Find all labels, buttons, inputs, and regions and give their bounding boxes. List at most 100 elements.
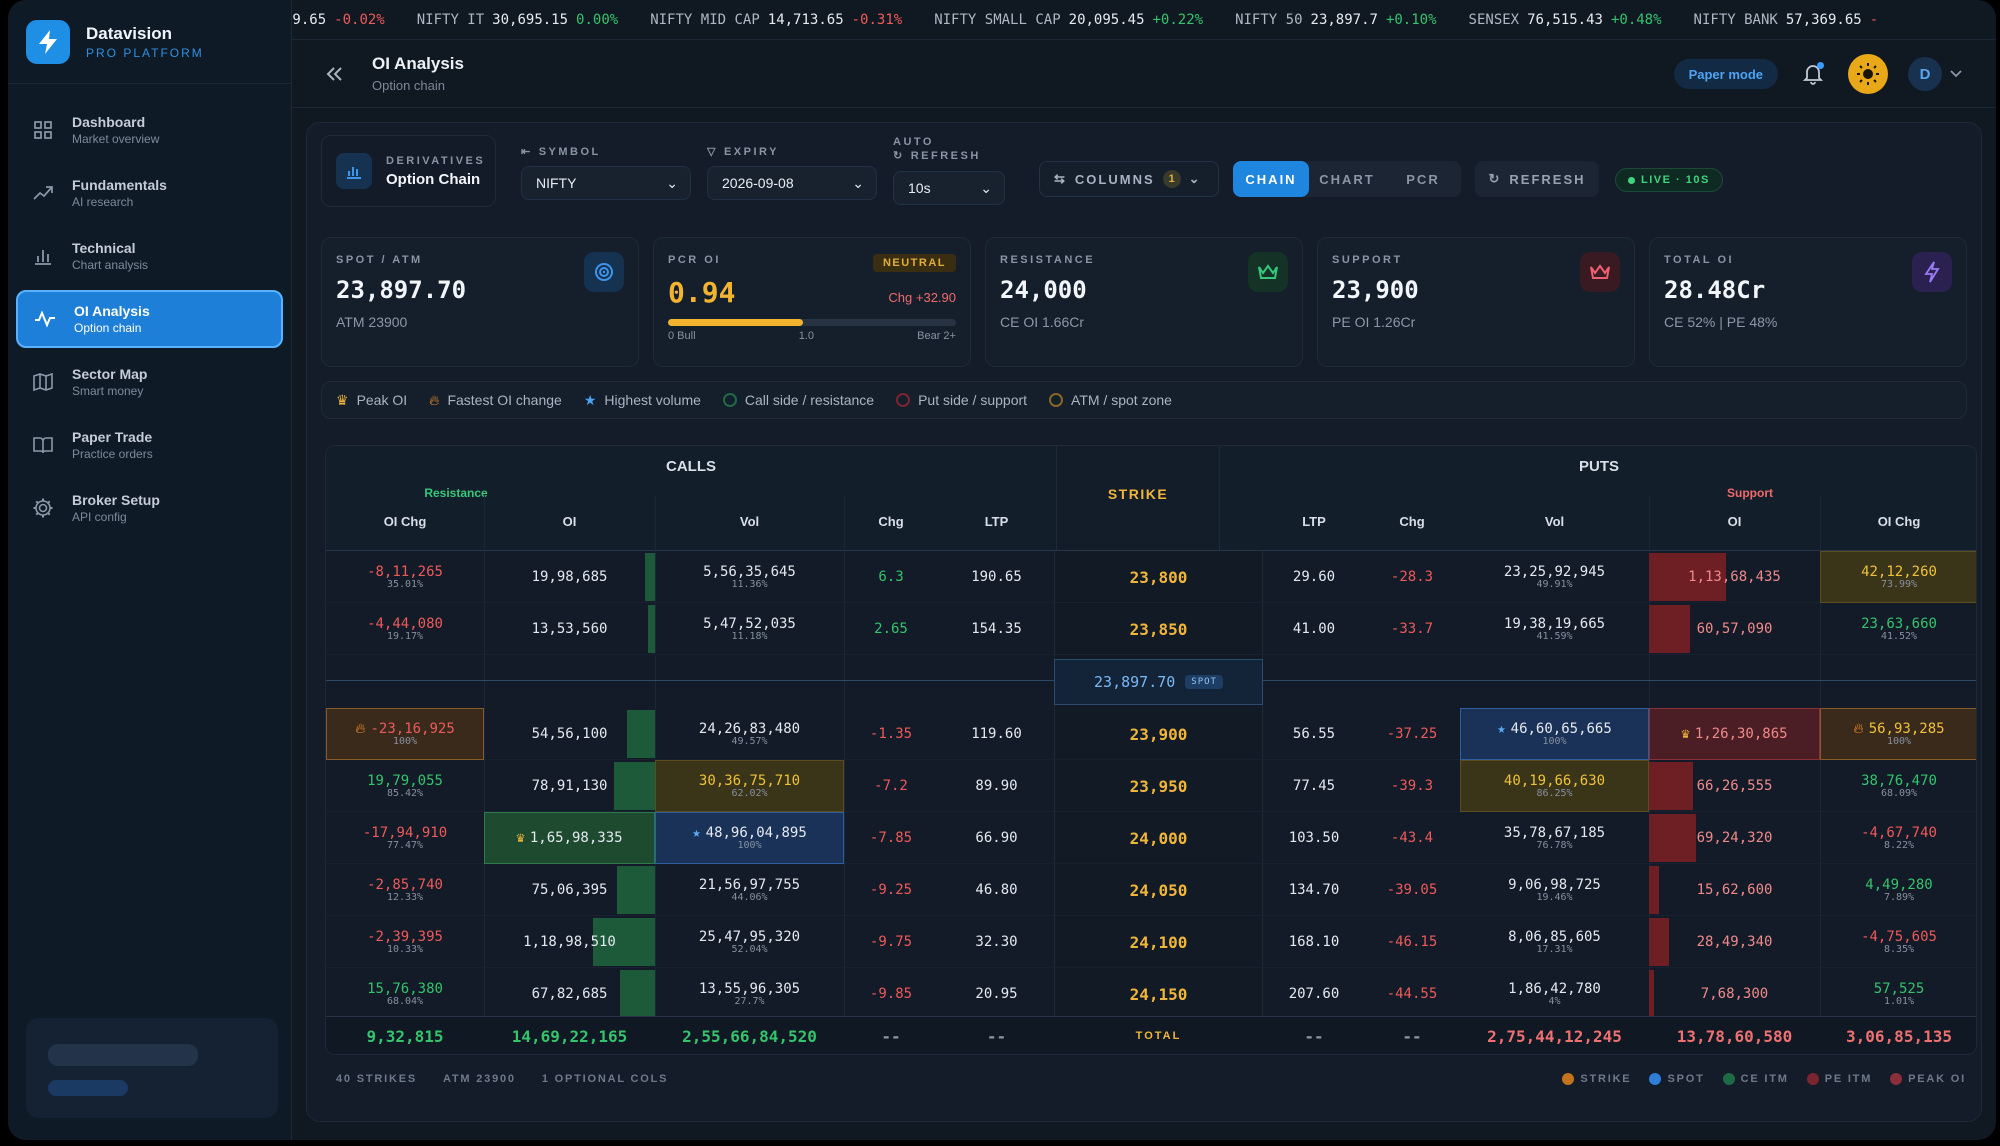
column-header[interactable]: Vol bbox=[739, 514, 760, 529]
pe-oi-cell[interactable]: 66,26,555 bbox=[1649, 760, 1820, 812]
ce-volume-cell[interactable]: 25,47,95,320 52.04% bbox=[655, 916, 844, 968]
symbol-select[interactable]: NIFTY ⌄ bbox=[521, 166, 691, 200]
brand[interactable]: Datavision PRO PLATFORM bbox=[8, 0, 291, 84]
columns-button[interactable]: ⇆ COLUMNS 1 ⌄ bbox=[1039, 161, 1219, 197]
column-header[interactable]: OI Chg bbox=[1877, 514, 1921, 529]
theme-toggle-button[interactable] bbox=[1848, 54, 1888, 94]
strike-cell[interactable]: 23,850 bbox=[1054, 603, 1263, 655]
pe-volume-cell[interactable]: 19,38,19,665 41.59% bbox=[1460, 603, 1649, 655]
ce-oi-cell[interactable]: 78,91,130 bbox=[484, 760, 655, 812]
column-header[interactable]: OI bbox=[1727, 514, 1742, 529]
pe-oi-cell[interactable]: 1,13,68,435 bbox=[1649, 551, 1820, 603]
sidebar-item-technical[interactable]: Technical Chart analysis bbox=[16, 227, 283, 285]
tab-pcr[interactable]: PCR bbox=[1406, 171, 1440, 187]
ce-oi-change-cell[interactable]: -4,44,080 19.17% bbox=[326, 603, 484, 655]
pe-ltp-cell[interactable]: 56.55 bbox=[1263, 708, 1365, 760]
ce-oi-cell[interactable]: 13,53,560 bbox=[484, 603, 655, 655]
ce-oi-change-cell[interactable]: 15,76,380 68.04% bbox=[326, 968, 484, 1020]
sidebar-item-sector-map[interactable]: Sector Map Smart money bbox=[16, 353, 283, 411]
pe-oi-cell[interactable]: 7,68,300 bbox=[1649, 968, 1820, 1020]
ce-volume-cell[interactable]: 21,56,97,755 44.06% bbox=[655, 864, 844, 916]
ce-change-cell[interactable]: -9.75 bbox=[844, 916, 938, 968]
ce-oi-change-cell[interactable]: -8,11,265 35.01% bbox=[326, 551, 484, 603]
pe-ltp-cell[interactable]: 29.60 bbox=[1263, 551, 1365, 603]
pe-ltp-cell[interactable]: 134.70 bbox=[1263, 864, 1365, 916]
pe-volume-cell[interactable]: 1,86,42,780 4% bbox=[1460, 968, 1649, 1020]
pe-ltp-cell[interactable]: 168.10 bbox=[1263, 916, 1365, 968]
ce-change-cell[interactable]: -7.2 bbox=[844, 760, 938, 812]
strike-cell[interactable]: 23,800 bbox=[1054, 551, 1263, 603]
pe-change-cell[interactable]: -28.3 bbox=[1365, 551, 1459, 603]
pe-change-cell[interactable]: -46.15 bbox=[1365, 916, 1459, 968]
pe-oi-cell[interactable]: 60,57,090 bbox=[1649, 603, 1820, 655]
strike-cell[interactable]: 24,150 bbox=[1054, 968, 1263, 1020]
sidebar-item-fundamentals[interactable]: Fundamentals AI research bbox=[16, 164, 283, 222]
pe-volume-cell[interactable]: 35,78,67,185 76.78% bbox=[1460, 812, 1649, 864]
column-header[interactable]: LTP bbox=[984, 514, 1009, 529]
pe-change-cell[interactable]: -39.3 bbox=[1365, 760, 1459, 812]
ce-oi-change-cell[interactable]: 🔥︎ -23,16,925 100% bbox=[326, 708, 484, 760]
tab-chain[interactable]: CHAIN bbox=[1233, 161, 1309, 197]
ce-oi-cell[interactable]: 54,56,100 bbox=[484, 708, 655, 760]
strike-cell[interactable]: 24,000 bbox=[1054, 812, 1263, 864]
pe-volume-cell[interactable]: ★ 46,60,65,665 100% bbox=[1460, 708, 1649, 760]
pe-oi-cell[interactable]: ♛ 1,26,30,865 bbox=[1649, 708, 1820, 760]
ce-ltp-cell[interactable]: 190.65 bbox=[939, 551, 1054, 603]
pe-ltp-cell[interactable]: 77.45 bbox=[1263, 760, 1365, 812]
user-card-blurred[interactable] bbox=[26, 1018, 278, 1118]
ticker-item[interactable]: NIFTY IT 30,695.15 0.00% bbox=[417, 12, 618, 28]
sidebar-item-broker-setup[interactable]: Broker Setup API config bbox=[16, 479, 283, 537]
ce-oi-cell[interactable]: 1,18,98,510 bbox=[484, 916, 655, 968]
ce-volume-cell[interactable]: 5,56,35,645 11.36% bbox=[655, 551, 844, 603]
ce-volume-cell[interactable]: 24,26,83,480 49.57% bbox=[655, 708, 844, 760]
ce-oi-change-cell[interactable]: -17,94,910 77.47% bbox=[326, 812, 484, 864]
ce-change-cell[interactable]: -9.85 bbox=[844, 968, 938, 1020]
ce-oi-change-cell[interactable]: -2,85,740 12.33% bbox=[326, 864, 484, 916]
ticker-item[interactable]: SENSEX 76,515.43 +0.48% bbox=[1469, 12, 1662, 28]
pe-oi-change-cell[interactable]: 4,49,280 7.89% bbox=[1820, 864, 1976, 916]
ticker-item[interactable]: NIFTY 50 23,897.7 +0.10% bbox=[1235, 12, 1436, 28]
pe-change-cell[interactable]: -33.7 bbox=[1365, 603, 1459, 655]
pe-ltp-cell[interactable]: 207.60 bbox=[1263, 968, 1365, 1020]
strike-cell[interactable]: 23,950 bbox=[1054, 760, 1263, 812]
pe-oi-change-cell[interactable]: 57,525 1.01% bbox=[1820, 968, 1976, 1020]
column-header[interactable]: OI Chg bbox=[383, 514, 427, 529]
expiry-select[interactable]: 2026-09-08 ⌄ bbox=[707, 166, 877, 200]
sidebar-item-oi-analysis[interactable]: OI Analysis Option chain bbox=[16, 290, 283, 348]
ce-volume-cell[interactable]: ★ 48,96,04,895 100% bbox=[655, 812, 844, 864]
pe-volume-cell[interactable]: 9,06,98,725 19.46% bbox=[1460, 864, 1649, 916]
pe-oi-cell[interactable]: 69,24,320 bbox=[1649, 812, 1820, 864]
sidebar-item-paper-trade[interactable]: Paper Trade Practice orders bbox=[16, 416, 283, 474]
sidebar-item-dashboard[interactable]: Dashboard Market overview bbox=[16, 101, 283, 159]
ce-oi-change-cell[interactable]: -2,39,395 10.33% bbox=[326, 916, 484, 968]
pe-ltp-cell[interactable]: 41.00 bbox=[1263, 603, 1365, 655]
ce-volume-cell[interactable]: 5,47,52,035 11.18% bbox=[655, 603, 844, 655]
pe-volume-cell[interactable]: 8,06,85,605 17.31% bbox=[1460, 916, 1649, 968]
ticker-item[interactable]: NIFTY SMALL CAP 20,095.45 +0.22% bbox=[934, 12, 1203, 28]
ce-change-cell[interactable]: 2.65 bbox=[844, 603, 938, 655]
pe-oi-change-cell[interactable]: 🔥︎ 56,93,285 100% bbox=[1820, 708, 1976, 760]
collapse-sidebar-button[interactable] bbox=[310, 66, 360, 82]
strike-cell[interactable]: 24,050 bbox=[1054, 864, 1263, 916]
column-header[interactable]: Vol bbox=[1544, 514, 1565, 529]
paper-mode-badge[interactable]: Paper mode bbox=[1673, 59, 1778, 89]
pe-oi-change-cell[interactable]: -4,75,605 8.35% bbox=[1820, 916, 1976, 968]
pe-ltp-cell[interactable]: 103.50 bbox=[1263, 812, 1365, 864]
ce-oi-cell[interactable]: 19,98,685 bbox=[484, 551, 655, 603]
ce-ltp-cell[interactable]: 89.90 bbox=[939, 760, 1054, 812]
ce-volume-cell[interactable]: 13,55,96,305 27.7% bbox=[655, 968, 844, 1020]
pe-oi-change-cell[interactable]: 42,12,260 73.99% bbox=[1820, 551, 1976, 603]
pe-volume-cell[interactable]: 40,19,66,630 86.25% bbox=[1460, 760, 1649, 812]
ce-change-cell[interactable]: -7.85 bbox=[844, 812, 938, 864]
ce-ltp-cell[interactable]: 66.90 bbox=[939, 812, 1054, 864]
column-header[interactable]: Chg bbox=[1399, 514, 1425, 529]
ce-oi-cell[interactable]: 67,82,685 bbox=[484, 968, 655, 1020]
ce-oi-change-cell[interactable]: 19,79,055 85.42% bbox=[326, 760, 484, 812]
ticker-item[interactable]: 69.65 -0.02% bbox=[292, 12, 385, 28]
pe-oi-cell[interactable]: 28,49,340 bbox=[1649, 916, 1820, 968]
pe-oi-cell[interactable]: 15,62,600 bbox=[1649, 864, 1820, 916]
ticker-item[interactable]: NIFTY BANK 57,369.65- bbox=[1694, 12, 1879, 28]
pe-oi-change-cell[interactable]: 23,63,660 41.52% bbox=[1820, 603, 1976, 655]
ce-ltp-cell[interactable]: 20.95 bbox=[939, 968, 1054, 1020]
column-header[interactable]: OI bbox=[562, 514, 577, 529]
